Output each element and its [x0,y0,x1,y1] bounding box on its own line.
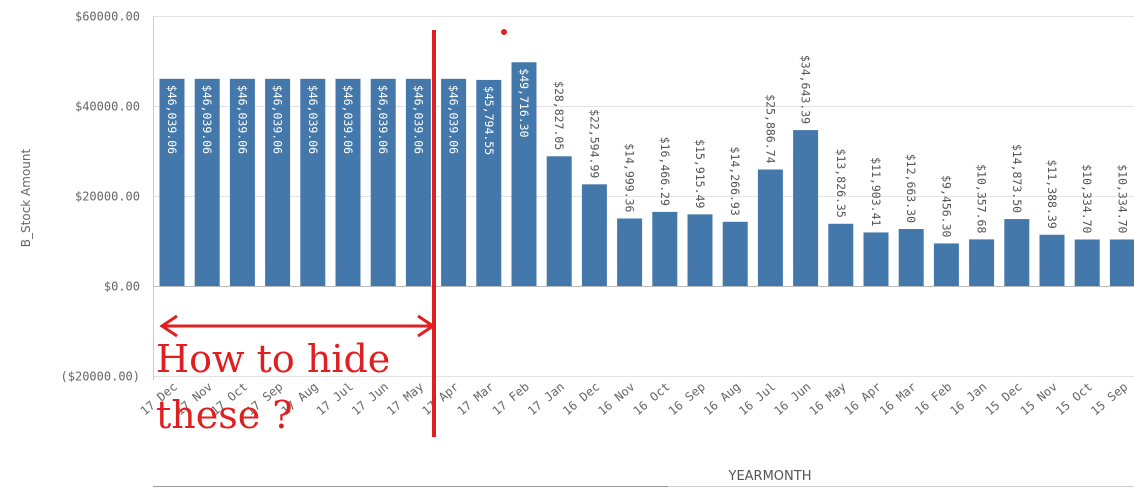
x-tick-label: 16 May [807,380,849,419]
value-label: $45,794.55 [482,86,496,155]
bar[interactable] [194,78,220,287]
x-tick-label: 16 Jan [947,380,989,419]
x-tick-label: 16 Apr [842,380,884,419]
x-tick-label: 16 Aug [701,380,743,419]
x-tick-label: 16 Jun [771,380,813,419]
y-tick-label: $40000.00 [75,100,140,114]
y-tick-label: $20000.00 [75,190,140,204]
value-label: $28,827.05 [552,81,566,150]
bar[interactable] [1109,239,1134,286]
value-label: $13,826.35 [834,149,848,218]
value-label: $12,663.30 [904,154,918,223]
bar[interactable] [370,78,396,287]
value-label: $15,915.49 [693,139,707,208]
value-label: $10,334.70 [1080,164,1094,233]
x-tick-label: 15 Dec [983,380,1025,419]
value-label: $34,643.39 [799,55,813,124]
x-tick-label: 16 Jul [736,380,778,419]
value-labels: $46,039.06 $46,039.06 $46,039.06 $46,039.06… [165,55,1129,238]
value-label: $46,039.06 [376,85,390,154]
chart-scrollbar[interactable] [153,486,668,489]
y-tick-label: ($20000.00) [61,370,140,384]
value-label: $14,873.50 [1010,144,1024,213]
x-tick-label: 17 Feb [490,380,532,419]
value-label: $16,466.29 [658,137,672,206]
x-tick-label: 15 Oct [1053,380,1095,419]
x-tick-label: 17 Mar [455,380,497,419]
value-label: $10,357.68 [975,164,989,233]
bar[interactable] [933,243,959,286]
bar[interactable] [581,184,607,286]
bar[interactable] [511,62,537,287]
bar[interactable] [898,229,924,286]
annotation-dot [501,29,507,35]
bar[interactable] [863,232,889,286]
x-tick-label: 17 May [384,380,426,419]
value-label: $14,266.93 [728,147,742,216]
x-axis-label: YEARMONTH [728,469,812,484]
bar[interactable] [476,79,502,286]
chart-scrollbar-track [668,486,1134,488]
x-tick-label: 16 Oct [631,380,673,419]
bar[interactable] [300,78,326,287]
value-label: $46,039.06 [306,85,320,154]
annotation-arrow-left-head [159,314,178,338]
value-label: $46,039.06 [447,85,461,154]
value-label: $46,039.06 [235,85,249,154]
bar[interactable] [546,156,572,286]
bar[interactable] [229,78,255,287]
x-tick-label: 17 Jan [525,380,567,419]
value-label: $46,039.06 [341,85,355,154]
value-label: $11,903.41 [869,157,883,226]
x-tick-label: 16 Feb [912,380,954,419]
bar[interactable] [1074,239,1100,286]
bar[interactable] [159,78,185,287]
bar[interactable] [405,78,431,287]
x-tick-label: 16 Mar [877,380,919,419]
y-tick-label: $60000.00 [75,10,140,24]
x-tick-label: 17 Apr [419,380,461,419]
bar[interactable] [969,239,995,286]
value-label: $46,039.06 [271,85,285,154]
value-label: $10,334.70 [1115,164,1129,233]
bar[interactable] [793,130,819,286]
bar[interactable] [722,221,748,286]
bars [159,62,1134,287]
value-label: $49,716.30 [517,68,531,137]
annotation: How to hide these ? [156,29,507,437]
value-label: $46,039.06 [200,85,214,154]
value-label: $46,039.06 [411,85,425,154]
bar[interactable] [687,214,713,286]
bar[interactable] [617,218,643,286]
y-axis-label: B_Stock Amount [19,149,33,248]
x-tick-label: 16 Nov [595,380,637,419]
bar[interactable] [441,78,467,287]
value-label: $22,594.99 [587,109,601,178]
x-tick-label: 15 Sep [1088,380,1130,419]
bar[interactable] [828,223,854,286]
bar[interactable] [1039,234,1065,286]
value-label: $25,886.74 [763,94,777,163]
bar[interactable] [652,211,678,286]
y-axis-ticks: ($20000.00) $0.00 $20000.00 $40000.00 $60000… [61,10,140,384]
value-label: $14,999.36 [623,143,637,212]
x-tick-label: 17 Jul [314,380,356,419]
value-label: $11,388.39 [1045,160,1059,229]
x-tick-label: 16 Dec [560,380,602,419]
x-tick-label: 16 Sep [666,380,708,419]
bar[interactable] [265,78,291,287]
y-tick-label: $0.00 [104,280,140,294]
annotation-text-line1: How to hide [156,337,390,381]
bar[interactable] [335,78,361,287]
value-label: $46,039.06 [165,85,179,154]
x-tick-label: 17 Jun [349,380,391,419]
value-label: $9,456.30 [939,175,953,237]
x-tick-label: 15 Nov [1018,380,1060,419]
bar[interactable] [757,169,783,286]
annotation-text-line2: these ? [156,393,293,437]
bar[interactable] [1004,219,1030,286]
annotation-arrow-right-head [417,314,436,338]
